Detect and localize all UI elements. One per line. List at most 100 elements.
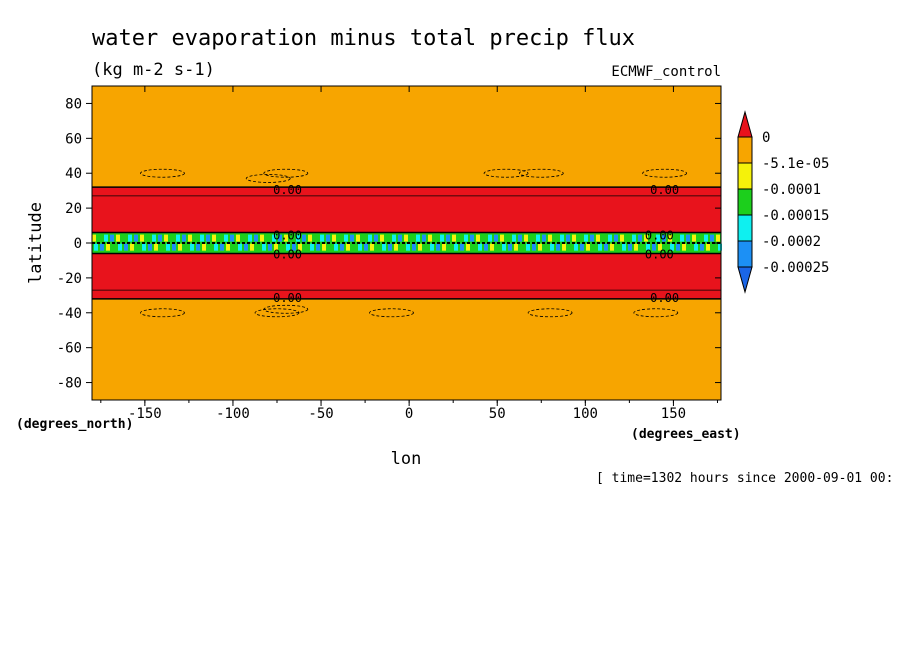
eq-cell (692, 234, 696, 242)
eq-cell (596, 234, 600, 242)
dashed-contour (369, 308, 414, 318)
eq-cell (448, 243, 452, 251)
eq-cell (554, 234, 558, 242)
eq-cell (580, 243, 584, 251)
eq-cell (616, 243, 620, 251)
y-tick-label: -60 (57, 341, 82, 357)
eq-cell (112, 243, 116, 251)
dashed-contour (140, 168, 185, 178)
eq-cell (446, 234, 450, 242)
x-tick-label: 150 (661, 406, 686, 422)
eq-cell (386, 234, 390, 242)
eq-cell (98, 234, 102, 242)
eq-cell (314, 234, 318, 242)
eq-cell (332, 234, 336, 242)
y-tick-label: 40 (65, 166, 82, 182)
eq-cell (160, 243, 164, 251)
eq-cell (110, 234, 114, 242)
eq-cell (548, 234, 552, 242)
eq-cell (128, 234, 132, 242)
eq-cell (206, 234, 210, 242)
eq-cell (566, 234, 570, 242)
eq-cell (532, 243, 536, 251)
y-axis-label: latitude (26, 202, 46, 284)
eq-cell (668, 234, 672, 242)
eq-cell (338, 234, 342, 242)
eq-cell (286, 243, 290, 251)
eq-cell (200, 234, 204, 242)
eq-cell (202, 243, 206, 251)
eq-cell (550, 243, 554, 251)
eq-cell (320, 234, 324, 242)
eq-cell (326, 234, 330, 242)
eq-cell (454, 243, 458, 251)
eq-cell (556, 243, 560, 251)
eq-cell (380, 234, 384, 242)
eq-cell (694, 243, 698, 251)
eq-cell (382, 243, 386, 251)
eq-cell (340, 243, 344, 251)
eq-cell (298, 243, 302, 251)
eq-cell (142, 243, 146, 251)
contour-label: 0.00 (645, 247, 674, 261)
eq-cell (266, 234, 270, 242)
eq-cell (304, 243, 308, 251)
eq-cell (436, 243, 440, 251)
eq-cell (356, 234, 360, 242)
eq-cell (514, 243, 518, 251)
eq-cell (412, 243, 416, 251)
eq-cell (404, 234, 408, 242)
eq-cell (440, 234, 444, 242)
eq-cell (658, 243, 662, 251)
eq-cell (182, 234, 186, 242)
y-axis: 80 60 40 20 0 -20 -40 -60 -80 (57, 96, 721, 392)
eq-cell (308, 234, 312, 242)
eq-cell (604, 243, 608, 251)
eq-cell (586, 243, 590, 251)
y-tick-label: 0 (74, 236, 82, 252)
eq-cell (434, 234, 438, 242)
eq-cell (508, 243, 512, 251)
eq-cell (674, 234, 678, 242)
band-1 (92, 187, 721, 233)
eq-cell (374, 234, 378, 242)
eq-cell (608, 234, 612, 242)
eq-cell (248, 234, 252, 242)
eq-cell (476, 234, 480, 242)
eq-cell (274, 243, 278, 251)
eq-cell (238, 243, 242, 251)
eq-cell (188, 234, 192, 242)
eq-cell (590, 234, 594, 242)
colorbar-swatch (737, 188, 753, 216)
eq-cell (118, 243, 122, 251)
eq-cell (568, 243, 572, 251)
eq-cell (712, 243, 716, 251)
eq-cell (698, 234, 702, 242)
eq-cell (226, 243, 230, 251)
eq-cell (632, 234, 636, 242)
colorbar-label: -0.00015 (762, 208, 829, 224)
eq-cell (536, 234, 540, 242)
eq-cell (466, 243, 470, 251)
eq-cell (362, 234, 366, 242)
dashed-contour (642, 168, 688, 178)
eq-cell (472, 243, 476, 251)
time-label: [ time=1302 hours since 2000-09-01 00: (596, 471, 893, 486)
x-tick-label: -50 (308, 406, 333, 422)
eq-cell (224, 234, 228, 242)
x-tick-label: 0 (405, 406, 413, 422)
colorbar-swatch (737, 240, 753, 268)
eq-cell (688, 243, 692, 251)
eq-cell (622, 243, 626, 251)
eq-cell (634, 243, 638, 251)
eq-cell (686, 234, 690, 242)
eq-cell (500, 234, 504, 242)
eq-cell (212, 234, 216, 242)
eq-cell (544, 243, 548, 251)
eq-cell (560, 234, 564, 242)
eq-cell (322, 243, 326, 251)
y-tick-label: 60 (65, 131, 82, 147)
eq-cell (256, 243, 260, 251)
eq-cell (628, 243, 632, 251)
